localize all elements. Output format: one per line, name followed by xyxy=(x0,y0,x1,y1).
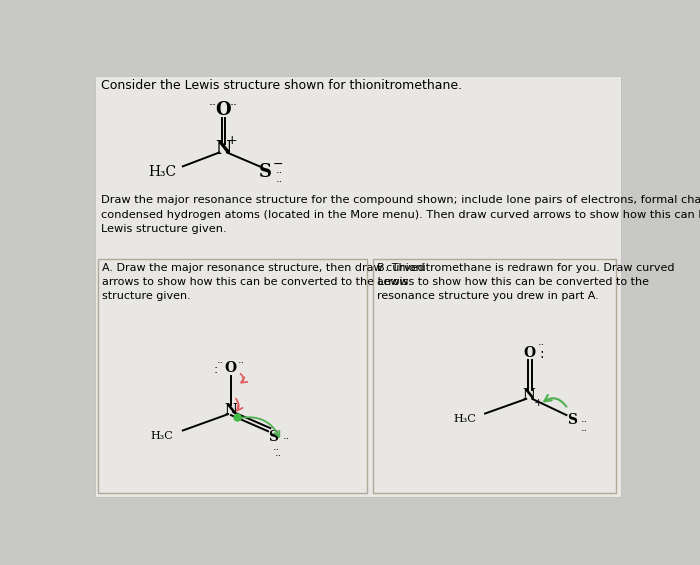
FancyArrowPatch shape xyxy=(241,374,247,383)
Text: −: − xyxy=(273,158,284,171)
Text: Consider the Lewis structure shown for thionitromethane.: Consider the Lewis structure shown for t… xyxy=(102,79,463,92)
FancyArrowPatch shape xyxy=(236,399,243,411)
Text: ··: ·· xyxy=(238,358,245,368)
Text: N: N xyxy=(225,403,237,418)
Text: S: S xyxy=(269,431,279,445)
Text: ··: ·· xyxy=(282,434,290,444)
Text: O: O xyxy=(216,101,231,119)
Text: H₃C: H₃C xyxy=(150,431,174,441)
Text: ··: ·· xyxy=(230,99,238,112)
Text: :: : xyxy=(539,347,544,361)
Text: ··: ·· xyxy=(216,358,224,368)
Text: ··: ·· xyxy=(581,417,588,427)
Text: ··: ·· xyxy=(209,99,216,112)
Text: O: O xyxy=(523,346,536,360)
Text: N: N xyxy=(215,140,232,158)
Text: B. Thionitromethane is redrawn for you. Draw curved
arrows to show how this can : B. Thionitromethane is redrawn for you. … xyxy=(377,263,674,301)
Text: S: S xyxy=(259,163,272,181)
Text: ··: ·· xyxy=(538,340,545,350)
Text: ··: ·· xyxy=(275,177,283,188)
FancyBboxPatch shape xyxy=(98,259,367,493)
Text: ··: ·· xyxy=(273,445,280,455)
Text: ··: ·· xyxy=(274,451,282,461)
Text: O: O xyxy=(225,361,237,375)
FancyArrowPatch shape xyxy=(545,395,566,407)
Text: ··: ·· xyxy=(581,426,588,436)
Text: Draw the major resonance structure for the compound shown; include lone pairs of: Draw the major resonance structure for t… xyxy=(102,195,700,234)
Text: ··: ·· xyxy=(275,168,283,179)
FancyArrowPatch shape xyxy=(241,417,279,437)
Text: :: : xyxy=(214,363,218,376)
FancyBboxPatch shape xyxy=(95,76,621,497)
Text: H₃C: H₃C xyxy=(453,414,476,424)
Text: +: + xyxy=(534,398,543,408)
FancyBboxPatch shape xyxy=(372,259,616,493)
Text: S: S xyxy=(567,414,577,428)
Text: N: N xyxy=(523,388,536,402)
Text: H₃C: H₃C xyxy=(148,165,176,179)
Text: A. Draw the major resonance structure, then draw curved
arrows to show how this : A. Draw the major resonance structure, t… xyxy=(102,263,425,301)
Text: +: + xyxy=(227,134,238,147)
